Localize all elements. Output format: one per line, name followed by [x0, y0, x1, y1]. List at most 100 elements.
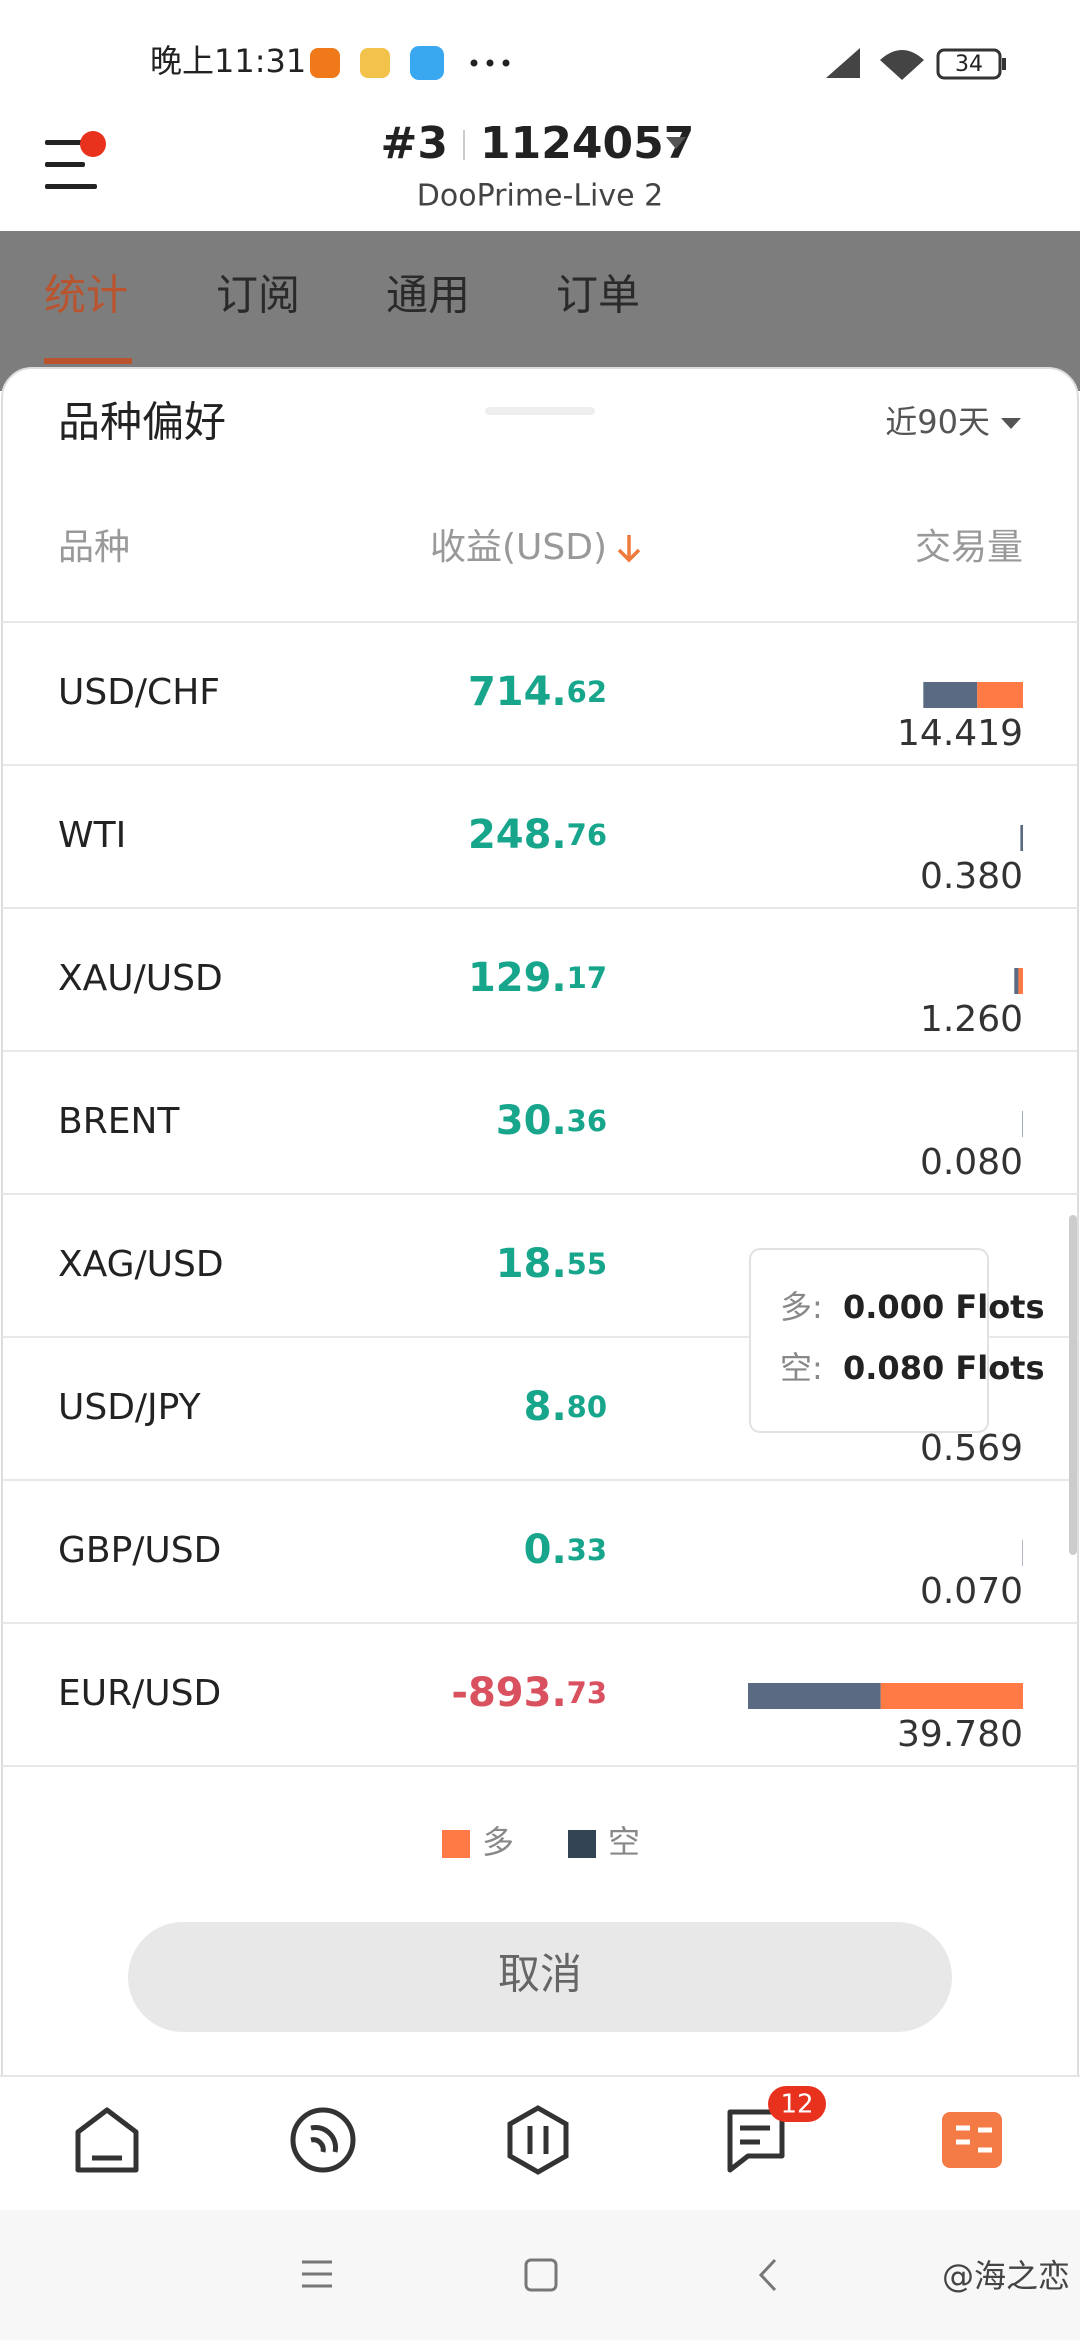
row-divider	[2, 764, 1078, 766]
profit: 18.55	[496, 1241, 607, 1287]
tab[interactable]: 订阅	[216, 271, 300, 320]
profit-integer: 30.	[496, 1098, 567, 1144]
profit-decimal: 36	[567, 1104, 607, 1138]
profit-decimal: 55	[567, 1247, 607, 1281]
symbol: XAU/USD	[58, 958, 223, 999]
tab-indicator	[44, 358, 132, 364]
watermark: @海之恋	[942, 2257, 1070, 2295]
tooltip-label: 空:	[780, 1349, 823, 1387]
bar-long	[1018, 968, 1023, 994]
bar-short	[1014, 968, 1019, 994]
table-row[interactable]: XAU/USD 129.17 1.260	[2, 955, 1078, 1052]
back-key[interactable]	[758, 2258, 777, 2292]
home-key[interactable]	[524, 2258, 558, 2292]
profit: 714.62	[468, 669, 607, 715]
bar-short	[1022, 1111, 1023, 1137]
symbol: EUR/USD	[58, 1673, 221, 1714]
row-divider	[2, 907, 1078, 909]
dropdown-arrow[interactable]	[666, 137, 686, 149]
profit-decimal: 62	[567, 675, 607, 709]
profit-decimal: 80	[567, 1390, 607, 1424]
app-icon	[360, 48, 390, 78]
scrollbar	[1069, 1215, 1077, 1555]
badge-count: 12	[780, 2090, 813, 2120]
column-header: 交易量	[915, 527, 1023, 568]
profit-integer: -893.	[451, 1670, 566, 1716]
sort-icon[interactable]	[617, 535, 641, 563]
table-row[interactable]: USD/JPY 8.80 0.569	[2, 1384, 1078, 1481]
profit-decimal: 17	[567, 961, 607, 995]
app-icon	[310, 48, 340, 78]
profit-integer: 714.	[468, 669, 567, 715]
table-row[interactable]: WTI 248.76 0.380	[2, 812, 1078, 909]
profit-decimal: 76	[567, 818, 607, 852]
bar-short	[748, 1683, 881, 1709]
column-header: 品种	[58, 527, 130, 568]
tooltip-label: 多:	[780, 1288, 823, 1326]
signal-icon	[826, 48, 860, 78]
tooltip-value: 0.000 Flots	[843, 1288, 1045, 1326]
profit-integer: 129.	[468, 955, 567, 1001]
symbol: GBP/USD	[58, 1530, 221, 1571]
system-nav	[0, 2210, 1080, 2340]
profit-integer: 248.	[468, 812, 567, 858]
home-icon[interactable]	[75, 2107, 139, 2173]
row-divider	[2, 1050, 1078, 1052]
table-row[interactable]: USD/CHF 714.62 14.419	[2, 669, 1078, 766]
legend-swatch	[442, 1830, 470, 1858]
menu-key[interactable]	[302, 2260, 332, 2288]
profit-decimal: 73	[567, 1676, 607, 1710]
symbol: WTI	[58, 815, 126, 856]
legend-label: 多	[482, 1823, 514, 1861]
feed-icon[interactable]	[290, 2107, 356, 2173]
profit: 129.17	[468, 955, 607, 1001]
bar-short	[923, 682, 978, 708]
dropdown-arrow[interactable]	[1001, 418, 1021, 429]
symbol: BRENT	[58, 1101, 180, 1142]
profit-integer: 0.	[524, 1527, 567, 1573]
tab[interactable]: 订单	[556, 271, 640, 320]
table-row[interactable]: EUR/USD -893.73 39.780	[2, 1670, 1078, 1767]
bar-short	[1020, 825, 1023, 851]
wifi-icon	[880, 50, 924, 80]
cancel-button[interactable]	[128, 1922, 952, 2032]
profit: 8.80	[524, 1384, 607, 1430]
table-row[interactable]: BRENT 30.36 0.080	[2, 1098, 1078, 1195]
profile-icon[interactable]	[942, 2112, 1002, 2168]
row-divider	[2, 1479, 1078, 1481]
symbol: USD/CHF	[58, 672, 220, 713]
badge	[768, 2086, 826, 2122]
app-icon	[410, 46, 444, 80]
tooltip-value: 0.080 Flots	[843, 1349, 1045, 1387]
period-selector[interactable]: 近90天	[885, 403, 990, 441]
row-divider	[2, 1622, 1078, 1624]
account-number: #3	[381, 118, 448, 169]
table-body: USD/CHF 714.62 14.419 WTI 248.76 0.380 XAU/USD…	[2, 669, 1078, 1767]
legend-swatch	[568, 1830, 596, 1858]
symbol: XAG/USD	[58, 1244, 224, 1285]
cancel-label[interactable]: 取消	[498, 1950, 582, 1999]
bar-long	[880, 1683, 1023, 1709]
profit: -893.73	[451, 1670, 607, 1716]
column-header[interactable]: 收益(USD)	[430, 527, 607, 568]
profit: 0.33	[524, 1527, 607, 1573]
table-row[interactable]: GBP/USD 0.33 0.070	[2, 1527, 1078, 1624]
tab[interactable]: 统计	[44, 271, 128, 320]
profit: 30.36	[496, 1098, 607, 1144]
symbol: USD/JPY	[58, 1387, 202, 1428]
server-name: DooPrime-Live 2	[417, 179, 663, 214]
account-id[interactable]: 1124057	[480, 118, 694, 169]
trade-icon[interactable]	[507, 2105, 569, 2175]
drag-handle[interactable]	[485, 407, 595, 415]
tab[interactable]: 通用	[386, 271, 470, 320]
table-row[interactable]: XAG/USD 18.55	[2, 1241, 1078, 1338]
tooltip: 多: 0.000 Flots 空: 0.080 Flots	[749, 1248, 1045, 1433]
overlay	[0, 231, 1080, 391]
menu-button[interactable]	[45, 131, 106, 189]
row-divider	[2, 1336, 1078, 1338]
bar-long	[977, 682, 1023, 708]
row-divider	[2, 1193, 1078, 1195]
volume: 0.080	[920, 1142, 1023, 1183]
